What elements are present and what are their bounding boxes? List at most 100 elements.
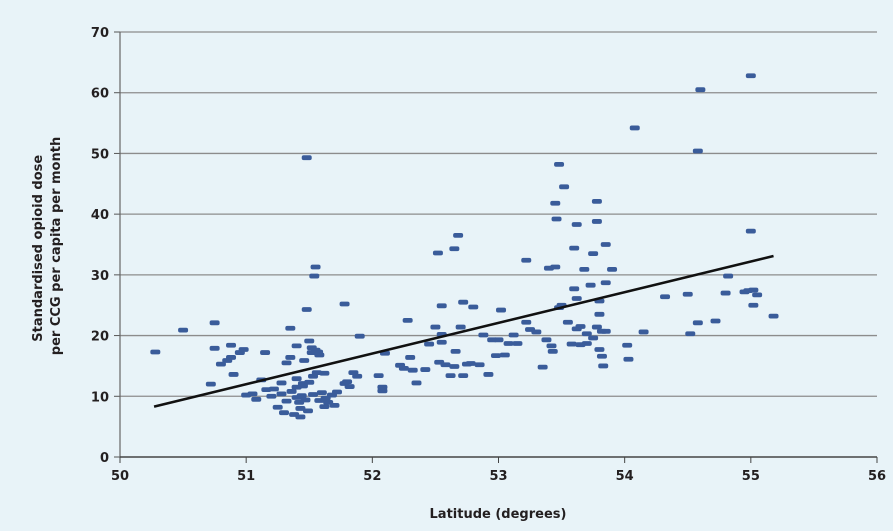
data-point [449,364,460,369]
data-point [468,304,479,310]
data-point [301,155,312,161]
data-point [266,393,277,399]
data-point [311,370,322,376]
data-point [537,364,548,370]
data-point [332,389,343,395]
y-tick-label: 30 [91,269,109,284]
x-tick-label: 50 [111,469,129,484]
data-point [752,292,763,298]
data-point [585,282,596,288]
data-point [458,373,469,379]
data-point [308,373,319,379]
data-point [569,286,580,292]
x-tick-label: 55 [742,469,760,484]
data-point [546,343,557,349]
data-point [591,198,602,204]
data-point [581,331,592,337]
data-point [598,363,609,369]
y-tick-label: 40 [91,208,109,223]
data-point [692,320,703,326]
data-point [291,343,302,349]
y-tick-labels: 0 10 20 30 40 50 60 70 [91,26,109,466]
data-point [301,307,312,312]
data-point [591,219,602,224]
data-point [579,266,590,272]
data-point [316,390,327,396]
y-axis-title: Standardised opioid dose per CCG per cap… [31,137,64,355]
data-point [550,200,561,206]
data-point [309,273,320,279]
data-point [424,341,435,347]
data-point [458,299,469,305]
x-axis-title: Latitude (degrees) [430,507,567,522]
data-point [295,406,306,411]
data-point [453,232,464,238]
data-point [436,303,447,309]
data-point [352,373,363,379]
data-point [512,341,523,346]
data-point [521,257,532,263]
data-point [478,332,489,338]
data-point [339,301,350,307]
x-tick-labels: 50 51 52 53 54 55 56 [111,469,886,484]
data-point [581,341,592,346]
data-point [692,148,703,154]
data-point [591,324,602,330]
data-point [559,184,570,190]
data-point [660,294,671,300]
data-point [547,348,558,354]
data-point [600,328,611,334]
data-point [291,376,302,382]
y-tick-label: 20 [91,330,109,345]
data-point [440,362,451,368]
data-point [623,356,634,362]
data-point [622,342,633,348]
data-point [272,404,283,410]
data-point [594,311,605,317]
data-point [503,341,514,346]
data-point [276,380,287,386]
data-point [575,324,586,329]
y-tick-label: 50 [91,147,109,162]
data-point [205,381,216,387]
y-tick-label: 10 [91,390,109,405]
data-point [566,341,577,347]
data-point [483,372,494,377]
data-point [319,370,330,376]
y-tick-label: 70 [91,26,109,41]
data-point [247,391,258,397]
data-point [268,386,279,392]
data-point [407,367,418,373]
data-point [445,373,456,379]
data-point [228,372,239,377]
data-point [550,264,561,270]
data-point [499,352,510,358]
data-point [638,329,649,335]
data-point [745,228,756,234]
data-point [304,338,315,344]
data-point [720,290,731,296]
data-point [276,391,287,397]
data-point [300,397,311,403]
data-point [238,347,249,352]
data-point [402,317,413,323]
data-point [150,349,161,355]
data-point [377,384,388,390]
data-point [596,353,607,359]
x-tick-label: 54 [616,469,634,484]
gridlines [120,31,877,397]
data-point [695,87,706,93]
data-point [600,242,611,247]
data-point [562,319,573,325]
data-point [310,264,321,270]
data-point [493,337,504,343]
data-point [302,408,313,414]
x-tick-label: 53 [489,469,507,484]
data-point [377,388,388,394]
data-point [215,361,226,367]
data-point [420,367,431,372]
data-point [748,287,759,293]
data-point [541,337,552,343]
